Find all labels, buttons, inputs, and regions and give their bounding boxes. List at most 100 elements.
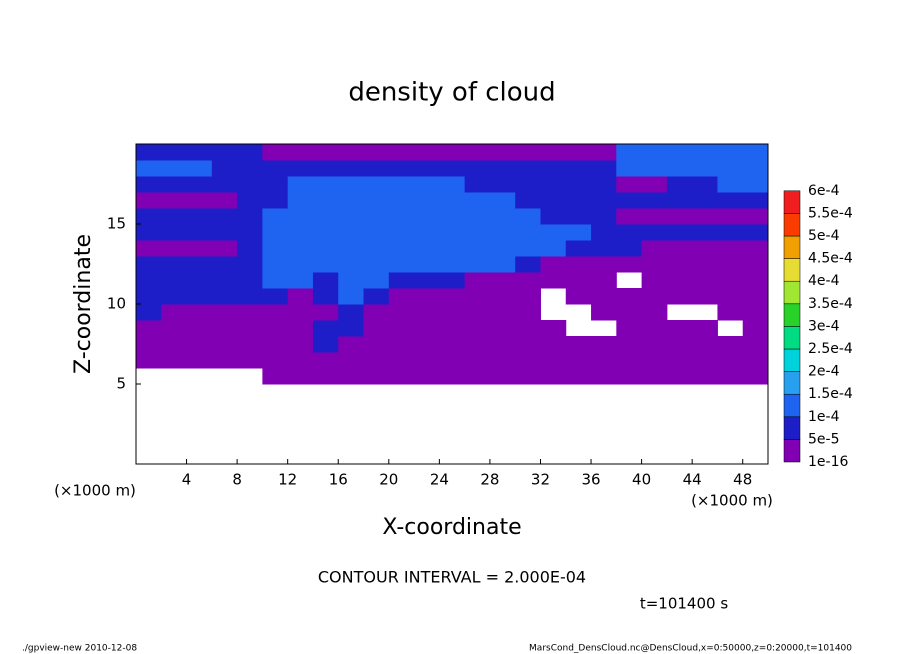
cell (136, 304, 162, 321)
x-tick-label: 24 (430, 471, 449, 489)
cell (717, 304, 744, 321)
cell (742, 368, 769, 385)
cell (287, 304, 314, 321)
colorbar-label: 4.5e-4 (808, 251, 853, 267)
cell (515, 368, 541, 385)
cell (262, 224, 289, 241)
cell (262, 288, 289, 305)
cell (666, 192, 693, 209)
cell (136, 192, 162, 209)
cell (591, 192, 617, 209)
colorbar-label: 5e-4 (808, 228, 840, 244)
cell (692, 240, 718, 257)
cell (338, 176, 365, 193)
cell (717, 272, 744, 289)
y-tick-label: 15 (107, 215, 126, 233)
y-tick-label: 5 (116, 375, 126, 393)
cell (464, 176, 491, 193)
cell (641, 176, 668, 193)
cell (515, 224, 541, 241)
cell (161, 288, 188, 305)
cell (717, 224, 744, 241)
cell (616, 320, 643, 337)
cell (338, 224, 365, 241)
cell (616, 336, 643, 353)
cell (641, 320, 668, 337)
time-label: t=101400 s (640, 595, 728, 613)
cell (287, 368, 314, 385)
cell (439, 240, 466, 257)
cell (287, 160, 314, 177)
cell (211, 176, 238, 193)
cell (439, 144, 466, 161)
cell (338, 144, 365, 161)
cell (616, 144, 643, 161)
cell (363, 352, 390, 369)
cell (439, 288, 466, 305)
cell (211, 208, 238, 225)
x-tick-label: 40 (632, 471, 651, 489)
contour-interval: CONTOUR INTERVAL = 2.000E-04 (318, 568, 586, 587)
cell (186, 288, 213, 305)
cell (540, 208, 567, 225)
cell (388, 336, 415, 353)
cell (692, 192, 718, 209)
cell (262, 176, 289, 193)
cell (464, 272, 491, 289)
cell (742, 240, 769, 257)
cell (136, 208, 162, 225)
cell (489, 352, 516, 369)
cell (414, 352, 440, 369)
cell (237, 176, 263, 193)
x-tick-label: 4 (182, 471, 192, 489)
cell (388, 160, 415, 177)
cell (136, 160, 162, 177)
cell (565, 368, 592, 385)
cell (287, 208, 314, 225)
cell (312, 144, 339, 161)
cell (237, 272, 263, 289)
cell (287, 352, 314, 369)
x-tick-label: 44 (683, 471, 702, 489)
cell (742, 304, 769, 321)
cell (338, 240, 365, 257)
cell (237, 240, 263, 257)
cell (312, 336, 339, 353)
cell (136, 320, 162, 337)
cell (237, 288, 263, 305)
cell (388, 320, 415, 337)
cell (363, 288, 390, 305)
cell (692, 288, 718, 305)
cell (186, 176, 213, 193)
cell (439, 336, 466, 353)
cell (237, 304, 263, 321)
cell (515, 352, 541, 369)
cell (414, 224, 440, 241)
cell (540, 144, 567, 161)
cell (262, 368, 289, 385)
cell (388, 352, 415, 369)
x-tick-label: 36 (581, 471, 600, 489)
cell (388, 144, 415, 161)
cell (565, 208, 592, 225)
cell (287, 192, 314, 209)
cell (161, 352, 188, 369)
cell (338, 320, 365, 337)
cell (287, 256, 314, 273)
cell (464, 192, 491, 209)
cell (312, 352, 339, 369)
cell (186, 256, 213, 273)
cell (742, 352, 769, 369)
cell (363, 272, 390, 289)
cell (717, 352, 744, 369)
cell (186, 320, 213, 337)
cell (363, 256, 390, 273)
cell (515, 240, 541, 257)
cell (439, 304, 466, 321)
cell (540, 192, 567, 209)
cell (464, 160, 491, 177)
cell (287, 272, 314, 289)
cell (666, 288, 693, 305)
cell (616, 160, 643, 177)
